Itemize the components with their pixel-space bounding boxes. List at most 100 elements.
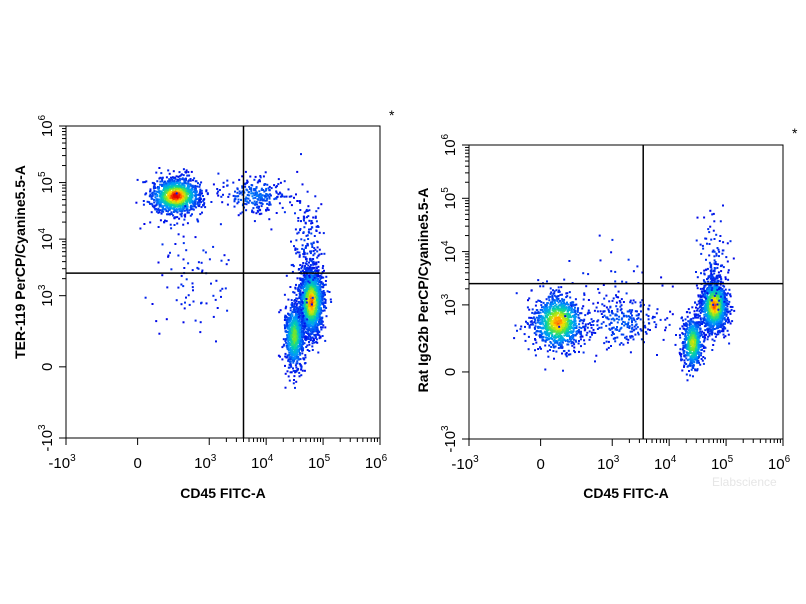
event-dot (289, 352, 292, 355)
event-dot (558, 330, 561, 333)
event-dot (177, 189, 180, 192)
event-dot (247, 197, 250, 200)
event-dot (552, 313, 555, 316)
event-dot (303, 248, 305, 251)
event-dot (308, 219, 311, 222)
event-dot (189, 189, 192, 192)
event-dot (227, 195, 230, 198)
event-dot (546, 334, 549, 336)
event-dot (298, 308, 301, 311)
event-dot (258, 208, 261, 211)
event-dot (149, 188, 152, 191)
event-dot (311, 246, 314, 248)
event-dot (316, 341, 319, 344)
event-dot (293, 330, 296, 333)
event-dot (185, 182, 188, 185)
event-dot (311, 314, 314, 316)
event-dot (557, 339, 560, 342)
event-dot (559, 344, 562, 347)
event-dot (268, 201, 271, 204)
event-dot (306, 284, 309, 287)
event-dot (284, 338, 287, 341)
event-dot (289, 356, 292, 359)
event-dot (226, 179, 229, 182)
event-dot (243, 202, 246, 205)
event-dot (199, 192, 202, 195)
tick-base: 10 (308, 455, 325, 472)
event-dot (210, 282, 212, 285)
event-dot (301, 314, 304, 316)
event-dot (541, 309, 544, 311)
event-dot (284, 327, 286, 330)
event-dot (142, 200, 145, 202)
event-dot (285, 325, 288, 328)
event-dot (275, 212, 278, 214)
event-dot (545, 328, 548, 331)
event-dot (175, 198, 178, 201)
event-dot (281, 206, 284, 209)
event-dot (173, 224, 176, 226)
event-dot (266, 208, 269, 211)
event-dot (524, 325, 526, 328)
event-dot (251, 209, 254, 212)
event-dot (204, 251, 207, 254)
event-dot (555, 303, 558, 306)
event-dot (187, 211, 190, 214)
event-dot (308, 338, 311, 341)
event-dot (259, 180, 261, 183)
event-dot (311, 266, 314, 269)
event-dot (545, 307, 548, 310)
event-dot (307, 292, 310, 295)
event-dot (253, 220, 256, 223)
event-dot (308, 279, 311, 282)
event-dot (583, 327, 586, 329)
event-dot (306, 190, 309, 193)
event-dot (311, 349, 314, 351)
event-dot (167, 210, 170, 213)
event-dot (155, 320, 158, 323)
event-dot (222, 181, 225, 184)
event-dot (177, 183, 180, 186)
event-dot (570, 338, 573, 341)
event-dot (244, 198, 247, 200)
event-dot (296, 170, 299, 173)
event-dot (169, 179, 172, 182)
event-dot (309, 318, 312, 321)
event-dot (317, 254, 320, 257)
event-dot (546, 280, 548, 283)
event-dot (318, 321, 321, 324)
event-dot (284, 340, 287, 342)
event-dot (304, 338, 307, 341)
event-dot (555, 308, 557, 311)
event-dot (309, 306, 312, 309)
event-dot (184, 205, 187, 208)
event-dot (282, 338, 285, 341)
y-axis-title: TER-119 PerCP/Cyanine5.5-A (12, 165, 28, 359)
event-dot (612, 317, 615, 320)
event-dot (551, 331, 554, 334)
event-dot (572, 304, 575, 307)
event-dot (182, 199, 185, 202)
event-dot (560, 301, 563, 304)
event-dot (180, 274, 183, 277)
event-dot (301, 340, 304, 343)
event-dot (190, 196, 193, 199)
event-dot (143, 181, 146, 184)
event-dot (611, 330, 614, 333)
event-dot (637, 333, 640, 336)
event-dot (305, 210, 308, 213)
event-dot (169, 223, 172, 226)
event-dot (546, 336, 549, 339)
event-dot (626, 326, 629, 329)
event-dot (160, 197, 163, 200)
event-dot (308, 298, 311, 301)
event-dot (226, 309, 229, 312)
event-dot (172, 211, 175, 213)
event-dot (552, 329, 555, 332)
event-dot (253, 188, 256, 190)
event-dot (316, 333, 319, 336)
event-dot (535, 312, 538, 315)
event-dot (199, 197, 202, 200)
event-dot (532, 343, 535, 345)
event-dot (303, 266, 306, 269)
